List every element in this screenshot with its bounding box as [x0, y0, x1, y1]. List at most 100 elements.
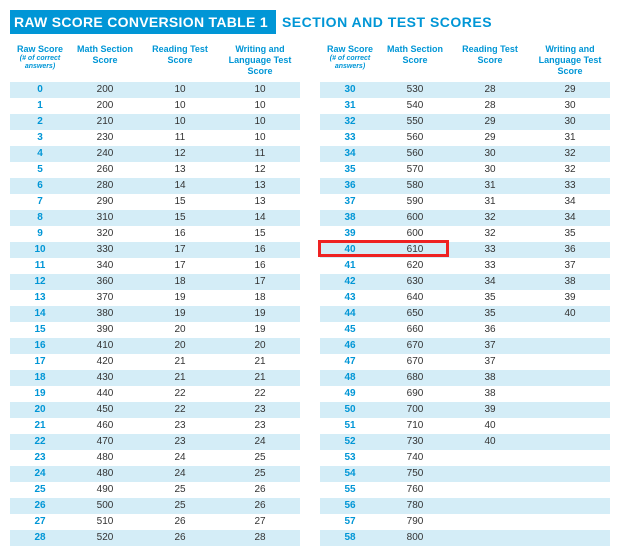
cell-reading: 37: [450, 338, 530, 354]
table-row: 153902019: [10, 322, 300, 338]
table-row: 416203337: [320, 258, 610, 274]
cell-raw: 54: [320, 466, 380, 482]
cell-raw: 13: [10, 290, 70, 306]
cell-writing: 10: [220, 98, 300, 114]
cell-raw: 6: [10, 178, 70, 194]
cell-raw: 49: [320, 386, 380, 402]
cell-writing: 23: [220, 418, 300, 434]
cell-raw: 18: [10, 370, 70, 386]
cell-reading: 21: [140, 370, 220, 386]
table-body-right: 3053028293154028303255029303356029313456…: [320, 82, 610, 546]
cell-math: 290: [70, 194, 140, 210]
cell-math: 600: [380, 226, 450, 242]
cell-math: 490: [70, 482, 140, 498]
cell-math: 630: [380, 274, 450, 290]
cell-reading: [450, 466, 530, 482]
cell-writing: 11: [220, 146, 300, 162]
cell-writing: 28: [220, 530, 300, 546]
cell-writing: 25: [220, 466, 300, 482]
cell-raw: 36: [320, 178, 380, 194]
cell-raw: 41: [320, 258, 380, 274]
cell-writing: 16: [220, 242, 300, 258]
cell-writing: 23: [220, 402, 300, 418]
col-header-reading: Reading Test Score: [140, 42, 220, 82]
table-head: Raw Score(# of correct answers)Math Sect…: [10, 42, 300, 82]
cell-writing: 33: [530, 178, 610, 194]
table-row: 174202121: [10, 354, 300, 370]
cell-raw: 35: [320, 162, 380, 178]
cell-raw: 24: [10, 466, 70, 482]
cell-math: 390: [70, 322, 140, 338]
cell-writing: 34: [530, 194, 610, 210]
cell-reading: 39: [450, 402, 530, 418]
table-row: 5070039: [320, 402, 610, 418]
cell-raw: 55: [320, 482, 380, 498]
cell-math: 650: [380, 306, 450, 322]
cell-raw: 2: [10, 114, 70, 130]
cell-raw: 44: [320, 306, 380, 322]
table-row: 436403539: [320, 290, 610, 306]
cell-writing: [530, 354, 610, 370]
cell-reading: 22: [140, 402, 220, 418]
table-row: 375903134: [320, 194, 610, 210]
cell-reading: [450, 482, 530, 498]
table-row: 113401716: [10, 258, 300, 274]
cell-raw: 43: [320, 290, 380, 306]
cell-math: 510: [70, 514, 140, 530]
cell-writing: 22: [220, 386, 300, 402]
col-header-raw: Raw Score(# of correct answers): [10, 42, 70, 82]
conversion-table-left: Raw Score(# of correct answers)Math Sect…: [10, 42, 300, 546]
cell-writing: [530, 418, 610, 434]
col-header-math: Math Section Score: [380, 42, 450, 82]
cell-math: 600: [380, 210, 450, 226]
col-header-reading: Reading Test Score: [450, 42, 530, 82]
cell-raw: 48: [320, 370, 380, 386]
cell-raw: 53: [320, 450, 380, 466]
cell-writing: 16: [220, 258, 300, 274]
cell-math: 460: [70, 418, 140, 434]
cell-raw: 28: [10, 530, 70, 546]
cell-reading: 19: [140, 290, 220, 306]
cell-reading: [450, 530, 530, 546]
cell-writing: 20: [220, 338, 300, 354]
table-row: 12001010: [10, 98, 300, 114]
cell-reading: 31: [450, 194, 530, 210]
col-header-math: Math Section Score: [70, 42, 140, 82]
cell-math: 540: [380, 98, 450, 114]
cell-raw: 3: [10, 130, 70, 146]
table-row: 103301716: [10, 242, 300, 258]
cell-raw: 0: [10, 82, 70, 98]
table-row: 22101010: [10, 114, 300, 130]
cell-reading: 17: [140, 258, 220, 274]
cell-writing: [530, 450, 610, 466]
table-row: 02001010: [10, 82, 300, 98]
cell-reading: 10: [140, 98, 220, 114]
table-row: 406103336: [320, 242, 610, 258]
cell-raw: 33: [320, 130, 380, 146]
cell-reading: 22: [140, 386, 220, 402]
cell-reading: 33: [450, 258, 530, 274]
table-row: 4868038: [320, 370, 610, 386]
cell-reading: 20: [140, 338, 220, 354]
table-row: 184302121: [10, 370, 300, 386]
cell-reading: 37: [450, 354, 530, 370]
table-row: 386003234: [320, 210, 610, 226]
table-row: 426303438: [320, 274, 610, 290]
tables-container: Raw Score(# of correct answers)Math Sect…: [10, 42, 611, 546]
cell-writing: [530, 386, 610, 402]
cell-reading: 10: [140, 114, 220, 130]
cell-writing: 10: [220, 82, 300, 98]
cell-writing: 34: [530, 210, 610, 226]
cell-math: 210: [70, 114, 140, 130]
cell-raw: 45: [320, 322, 380, 338]
cell-math: 440: [70, 386, 140, 402]
table-row: 54750: [320, 466, 610, 482]
cell-writing: [530, 402, 610, 418]
cell-raw: 27: [10, 514, 70, 530]
cell-writing: 14: [220, 210, 300, 226]
cell-raw: 34: [320, 146, 380, 162]
cell-raw: 8: [10, 210, 70, 226]
cell-raw: 7: [10, 194, 70, 210]
cell-math: 430: [70, 370, 140, 386]
cell-writing: 32: [530, 146, 610, 162]
